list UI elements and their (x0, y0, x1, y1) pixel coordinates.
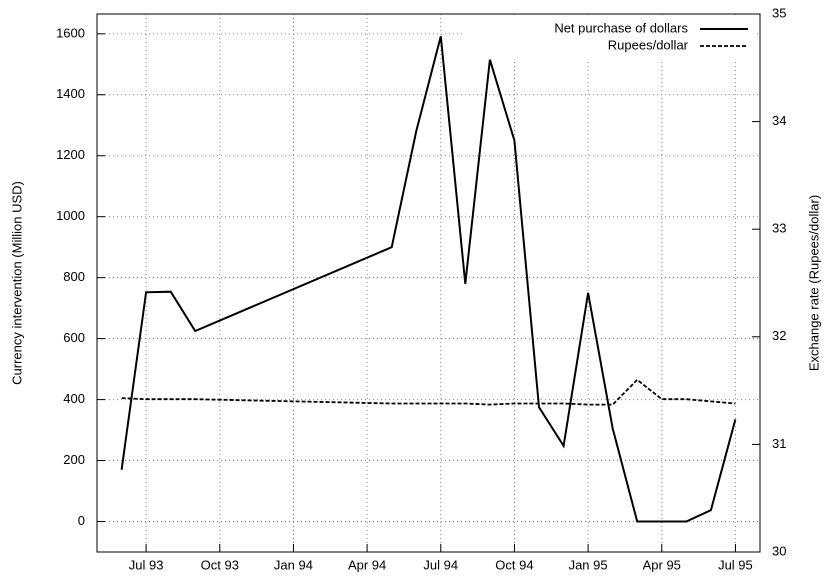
x-tick-label: Jan 95 (569, 557, 608, 572)
y2-tick-label: 31 (772, 436, 786, 451)
data-line (120, 36, 737, 523)
x-tick-label: Oct 93 (201, 557, 239, 572)
data-line (121, 378, 736, 406)
x-tick-label: Apr 94 (348, 557, 386, 572)
y-tick-label: 800 (63, 269, 85, 284)
legend-background (465, 18, 755, 60)
x-tick-label: Jul 93 (129, 557, 164, 572)
y2-tick-label: 35 (772, 5, 786, 20)
x-tick-label: Apr 95 (643, 557, 681, 572)
y-tick-label: 1400 (56, 86, 85, 101)
x-tick-label: Jul 95 (718, 557, 753, 572)
y-tick-label: 200 (63, 452, 85, 467)
legend-label: Net purchase of dollars (554, 20, 688, 35)
y2-tick-label: 34 (772, 113, 786, 128)
y-tick-label: 0 (78, 513, 85, 528)
y2-tick-label: 30 (772, 543, 786, 558)
y2-tick-label: 32 (772, 328, 786, 343)
y2-axis-label: Exchange rate (Rupees/dollar) (806, 195, 821, 371)
y-tick-label: 400 (63, 391, 85, 406)
x-tick-label: Oct 94 (495, 557, 533, 572)
y-axis-label: Currency intervention (Million USD) (9, 181, 24, 385)
y-tick-label: 1200 (56, 147, 85, 162)
legend-label: Rupees/dollar (608, 37, 689, 52)
y2-tick-label: 33 (772, 221, 786, 236)
y-tick-label: 600 (63, 330, 85, 345)
x-tick-label: Jan 94 (274, 557, 313, 572)
y-tick-label: 1000 (56, 208, 85, 223)
x-tick-label: Jul 94 (423, 557, 458, 572)
plot-frame (96, 13, 761, 553)
y-tick-label: 1600 (56, 25, 85, 40)
